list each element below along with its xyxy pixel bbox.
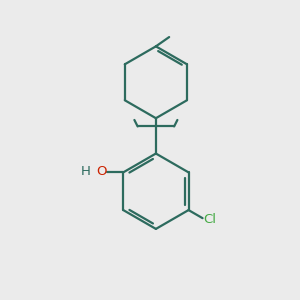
Text: O: O bbox=[96, 165, 106, 178]
Text: Cl: Cl bbox=[204, 213, 217, 226]
Text: H: H bbox=[81, 165, 91, 178]
